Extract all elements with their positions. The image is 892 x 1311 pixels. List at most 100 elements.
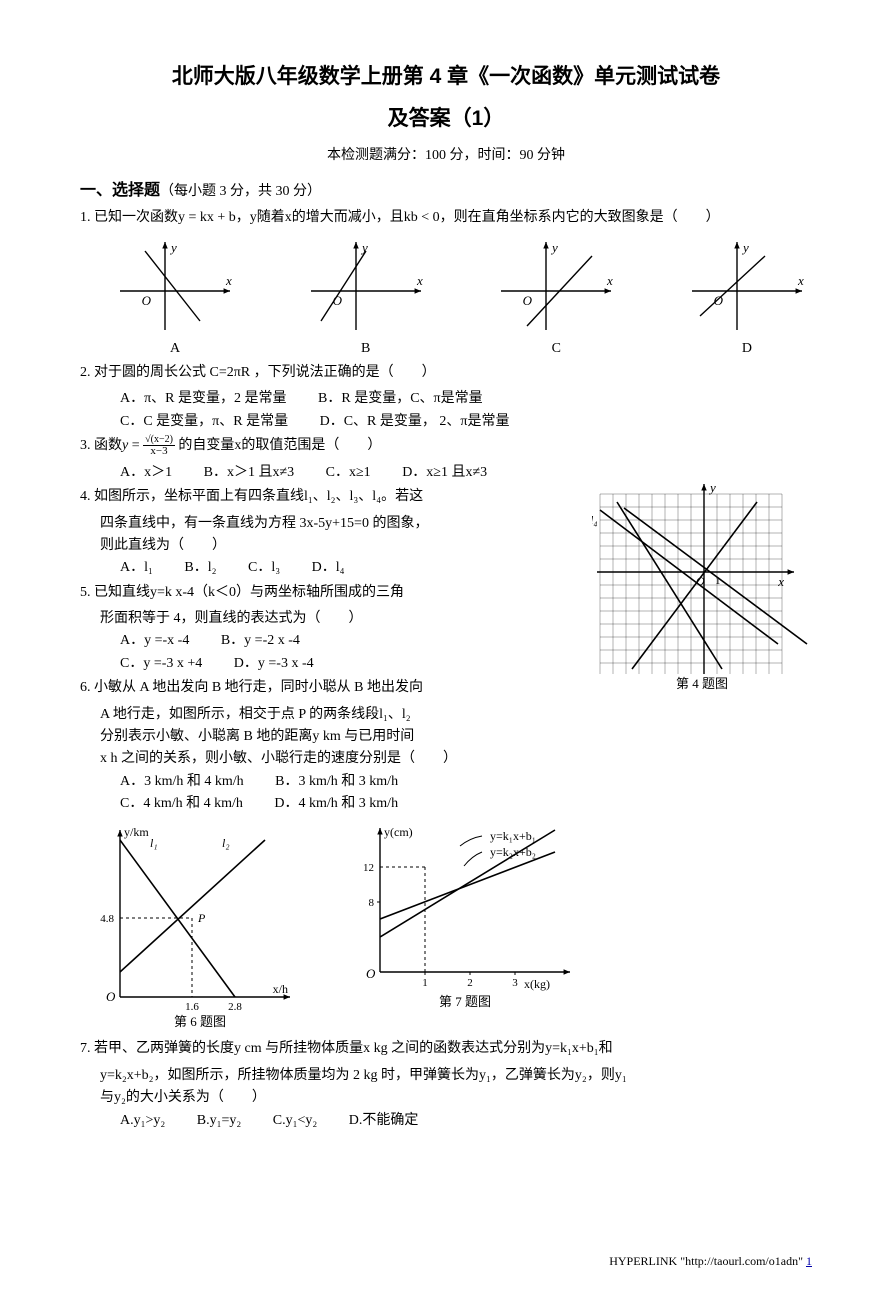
q1-graph-d: yxO xyxy=(682,236,812,336)
q4-t3: 则此直线为（ ） xyxy=(80,535,582,557)
q2-opt-b: B．R 是变量，C、π是常量 xyxy=(318,388,483,410)
svg-text:l₄: l₄ xyxy=(592,513,598,527)
q4-t2: 四条直线中，有一条直线为方程 3x-5y+15=0 的图象， xyxy=(80,513,582,535)
question-4: 4. 如图所示，坐标平面上有四条直线l₁、l₂、l₃、l₄。若这 xyxy=(80,486,582,508)
q3-pre: 函数 xyxy=(94,438,122,453)
svg-text:1.6: 1.6 xyxy=(185,1001,199,1012)
q7-caption: 第 7 题图 xyxy=(350,992,580,1013)
q5-options: A．y =-x -4 B．y =-2 x -4 C．y =-3 x +4 D．y… xyxy=(80,630,582,675)
section-1-heading: 一、选择题（每小题 3 分，共 30 分） xyxy=(80,178,812,204)
q2-opt-a: A．π、R 是变量，2 是常量 xyxy=(120,388,287,410)
svg-text:2: 2 xyxy=(467,977,473,989)
q7-opt-b: B.y₁=y₂ xyxy=(197,1110,242,1132)
q1-label-c: C xyxy=(491,338,621,360)
question-5: 5. 已知直线y=k x-4（k＜0）与两坐标轴所围成的三角 xyxy=(80,582,582,604)
q4-opt-a: A．l₁ xyxy=(120,557,153,579)
svg-text:x/h: x/h xyxy=(273,982,288,996)
q1-label-a: A xyxy=(110,338,240,360)
footer-page-number[interactable]: 1 xyxy=(806,1254,812,1268)
svg-text:O: O xyxy=(366,966,376,981)
q7-t2: y=k₂x+b₂，如图所示，所挂物体质量均为 2 kg 时，甲弹簧长为y₁，乙弹… xyxy=(80,1065,812,1087)
svg-text:l₁: l₁ xyxy=(150,836,158,850)
q4-opt-c: C．l₃ xyxy=(248,557,280,579)
svg-text:y=k₂x+b₂: y=k₂x+b₂ xyxy=(490,845,536,859)
svg-text:x: x xyxy=(777,574,784,589)
svg-text:8: 8 xyxy=(369,897,375,909)
svg-text:4.8: 4.8 xyxy=(100,913,114,925)
q2-opt-c: C．C 是变量，π、R 是常量 xyxy=(120,411,288,433)
q6-t4: x h 之间的关系，则小敏、小聪行走的速度分别是（ ） xyxy=(80,748,582,770)
svg-text:x: x xyxy=(225,273,232,288)
q6-t3: 分别表示小敏、小聪离 B 地的距离y km 与已用时间 xyxy=(80,726,582,748)
svg-text:y: y xyxy=(169,240,177,255)
section-1-note: （每小题 3 分，共 30 分） xyxy=(160,184,321,199)
svg-text:x: x xyxy=(797,273,804,288)
section-1-title: 一、选择题 xyxy=(80,182,160,199)
q7-t3: 与y₂的大小关系为（ ） xyxy=(80,1087,812,1109)
q6-caption: 第 6 题图 xyxy=(100,1012,300,1033)
q7-graph: y(cm)x(kg)O128123y=k₁x+b₁y=k₂x+b₂ xyxy=(350,822,580,992)
q6-options: A．3 km/h 和 4 km/h B．3 km/h 和 3 km/h C．4 … xyxy=(80,771,812,816)
q4-t1: 如图所示，坐标平面上有四条直线l₁、l₂、l₃、l₄。若这 xyxy=(94,489,423,504)
q3-opt-d: D．x≥1 且x≠3 xyxy=(402,462,487,484)
exam-meta: 本检测题满分：100 分，时间：90 分钟 xyxy=(80,145,812,167)
q5-opt-b: B．y =-2 x -4 xyxy=(221,630,300,652)
q6-q7-figures: y/km x/h Ol₁ l₂ 4.8 1.6 2.8 P 第 6 题图 y(cm) x(kg)… xyxy=(100,822,812,1033)
q6-opt-c: C．4 km/h 和 4 km/h xyxy=(120,793,243,815)
q7-t1: 若甲、乙两弹簧的长度y cm 与所挂物体质量x kg 之间的函数表达式分别为y=… xyxy=(94,1041,613,1056)
q2-text: 对于圆的周长公式 C=2πR ，下列说法正确的是（ ） xyxy=(94,365,436,380)
q7-options: A.y₁>y₂ B.y₁=y₂ C.y₁<y₂ D.不能确定 xyxy=(80,1110,812,1132)
q4-caption: 第 4 题图 xyxy=(592,674,812,695)
q6-opt-d: D．4 km/h 和 3 km/h xyxy=(274,793,398,815)
q6-t1: 小敏从 A 地出发向 B 地行走，同时小聪从 B 地出发向 xyxy=(94,680,423,695)
svg-text:2.8: 2.8 xyxy=(228,1001,242,1012)
q1-text: 已知一次函数y = kx + b，y随着x的增大而减小，且kb < 0，则在直角… xyxy=(94,210,720,225)
svg-text:y: y xyxy=(741,240,749,255)
q6-graph: y/km x/h Ol₁ l₂ 4.8 1.6 2.8 P xyxy=(100,822,300,1012)
svg-text:x: x xyxy=(416,273,423,288)
q7-opt-a: A.y₁>y₂ xyxy=(120,1110,165,1132)
svg-text:l₂: l₂ xyxy=(222,836,230,850)
svg-text:y: y xyxy=(360,240,368,255)
title-line-1: 北师大版八年级数学上册第 4 章《一次函数》单元测试试卷 xyxy=(80,60,812,94)
question-2: 2. 对于圆的周长公式 C=2πR ，下列说法正确的是（ ） xyxy=(80,362,812,384)
svg-text:y/km: y/km xyxy=(124,825,149,839)
q3-post: 的自变量x的取值范围是（ ） xyxy=(178,438,381,453)
q5-opt-c: C．y =-3 x +4 xyxy=(120,653,202,675)
q3-opt-c: C．x≥1 xyxy=(326,462,371,484)
svg-text:y(cm): y(cm) xyxy=(384,825,413,839)
q5-opt-a: A．y =-x -4 xyxy=(120,630,189,652)
q7-opt-c: C.y₁<y₂ xyxy=(273,1110,318,1132)
svg-text:y: y xyxy=(708,484,716,495)
q6-opt-a: A．3 km/h 和 4 km/h xyxy=(120,771,244,793)
svg-text:y=k₁x+b₁: y=k₁x+b₁ xyxy=(490,829,536,843)
q3-opt-b: B．x＞1 且x≠3 xyxy=(204,462,295,484)
q1-label-b: B xyxy=(301,338,431,360)
title-line-2: 及答案（1） xyxy=(80,102,812,136)
q1-graph-a: y x O xyxy=(110,236,240,336)
q1-graph-b: yxO xyxy=(301,236,431,336)
svg-text:O: O xyxy=(106,989,116,1004)
q5-t1: 已知直线y=k x-4（k＜0）与两坐标轴所围成的三角 xyxy=(94,585,404,600)
q1-graph-c: yxO xyxy=(491,236,621,336)
svg-text:3: 3 xyxy=(512,977,518,989)
q7-opt-d: D.不能确定 xyxy=(349,1110,419,1132)
q3-frac-bot: x−3 xyxy=(143,446,175,457)
question-1: 1. 已知一次函数y = kx + b，y随着x的增大而减小，且kb < 0，则… xyxy=(80,207,812,229)
q3-options: A．x＞1 B．x＞1 且x≠3 C．x≥1 D．x≥1 且x≠3 xyxy=(80,462,812,484)
q6-t2: A 地行走，如图所示，相交于点 P 的两条线段l₁、l₂ xyxy=(80,704,582,726)
q4-options: A．l₁ B．l₂ C．l₃ D．l₄ xyxy=(80,557,582,579)
svg-text:x: x xyxy=(606,273,613,288)
svg-text:x(kg): x(kg) xyxy=(524,977,550,991)
svg-text:O: O xyxy=(523,293,533,308)
question-3: 3. 函数y = √(x−2) x−3 的自变量x的取值范围是（ ） xyxy=(80,435,812,458)
svg-text:O: O xyxy=(142,293,152,308)
question-6: 6. 小敏从 A 地出发向 B 地行走，同时小聪从 B 地出发向 xyxy=(80,677,582,699)
q2-options: A．π、R 是变量，2 是常量 B．R 是变量，C、π是常量 C．C 是变量，π… xyxy=(80,388,812,433)
q6-opt-b: B．3 km/h 和 3 km/h xyxy=(275,771,398,793)
svg-text:P: P xyxy=(197,911,206,925)
q4-graph: yxO1l₄ xyxy=(592,484,812,674)
q2-opt-d: D．C、R 是变量， 2、π是常量 xyxy=(320,411,510,433)
q5-opt-d: D．y =-3 x -4 xyxy=(234,653,314,675)
q3-opt-a: A．x＞1 xyxy=(120,462,172,484)
